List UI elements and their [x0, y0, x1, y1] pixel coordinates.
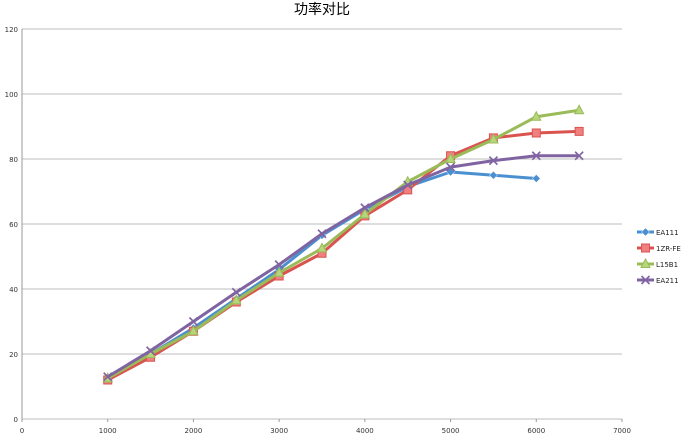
- data-point: [359, 208, 371, 219]
- data-point: [574, 126, 584, 136]
- data-point: [531, 128, 541, 138]
- y-tick-label: 60: [9, 221, 18, 229]
- data-point: [531, 151, 541, 161]
- legend-item: EA111: [637, 227, 679, 237]
- series-line: [106, 108, 580, 380]
- data-point: [274, 260, 284, 270]
- data-point: [530, 110, 542, 121]
- legend-label: L15B1: [656, 261, 678, 269]
- x-tick-label: 4000: [356, 427, 374, 435]
- data-point: [317, 229, 327, 239]
- y-tick-label: 120: [5, 26, 18, 34]
- x-tick-label: 0: [20, 427, 24, 435]
- y-tick-label: 0: [14, 416, 18, 424]
- data-point: [188, 316, 198, 327]
- data-point: [273, 266, 285, 277]
- data-point: [316, 242, 328, 253]
- series-line: [106, 170, 537, 380]
- legend-label: EA111: [656, 229, 679, 237]
- data-point: [446, 162, 456, 172]
- legend-marker: [640, 275, 651, 285]
- data-point: [146, 346, 156, 356]
- data-point: [488, 133, 499, 144]
- series-ea211: [103, 151, 584, 382]
- legend-label: 1ZR-FE: [656, 245, 681, 253]
- legend-item: EA211: [637, 275, 679, 285]
- y-tick-label: 20: [9, 351, 18, 359]
- data-point: [103, 372, 113, 382]
- chart-title: 功率对比: [294, 1, 350, 18]
- data-point: [531, 174, 541, 183]
- legend-item: L15B1: [637, 257, 678, 269]
- data-point: [403, 180, 413, 190]
- legend-marker: [641, 227, 650, 237]
- x-tick-label: 2000: [185, 427, 203, 435]
- data-point: [573, 104, 585, 115]
- series-l15b1: [102, 104, 585, 383]
- data-point: [188, 325, 199, 336]
- x-tick-label: 7000: [613, 427, 631, 435]
- legend-item: 1ZR-FE: [637, 243, 681, 253]
- series-ea111: [103, 167, 541, 383]
- data-point: [445, 152, 456, 163]
- series-1zr-fe: [103, 126, 584, 385]
- y-tick-label: 100: [5, 91, 18, 99]
- x-tick-label: 6000: [527, 427, 545, 435]
- x-tick-label: 5000: [442, 427, 460, 435]
- data-point: [574, 151, 584, 161]
- data-point: [489, 170, 498, 180]
- y-tick-label: 40: [9, 286, 18, 294]
- data-point: [360, 203, 370, 213]
- x-tick-label: 1000: [99, 427, 117, 435]
- legend-marker: [640, 257, 651, 268]
- data-point: [488, 156, 498, 166]
- x-tick-label: 3000: [270, 427, 288, 435]
- series-line: [106, 154, 580, 379]
- legend-marker: [641, 243, 650, 253]
- legend-label: EA211: [656, 277, 679, 285]
- series-line: [107, 129, 580, 382]
- data-point: [231, 287, 241, 297]
- y-tick-label: 80: [9, 156, 18, 164]
- data-point: [230, 294, 242, 305]
